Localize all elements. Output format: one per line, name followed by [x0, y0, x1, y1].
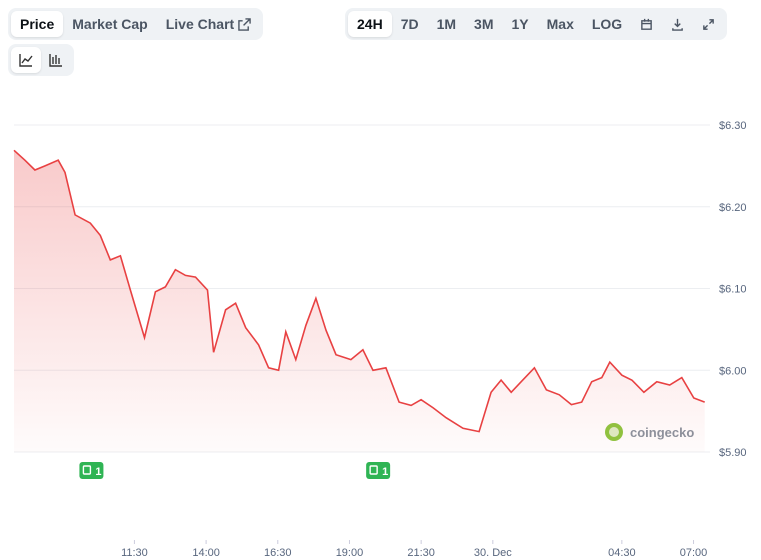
x-tick-label: 21:30	[407, 547, 435, 559]
tab-label: Price	[20, 16, 55, 32]
x-tick-label: 11:30	[121, 547, 148, 559]
watermark-logo-eye	[609, 427, 619, 437]
tab[interactable]: Live Chart	[157, 11, 260, 37]
y-tick-label: $6.20	[719, 202, 747, 214]
tab-group: Price Market Cap Live Chart	[8, 8, 264, 40]
range-button[interactable]: 1Y	[511, 16, 529, 32]
x-tick-label: 19:00	[336, 547, 364, 559]
range-button[interactable]: Max	[546, 16, 574, 32]
event-label: 1	[382, 466, 388, 478]
event-marker: 1	[79, 462, 104, 479]
range-button[interactable]: LOG	[591, 16, 623, 32]
range-button[interactable]: 24H	[348, 11, 392, 37]
line-chart-button[interactable]	[11, 47, 41, 73]
watermark: coingecko	[630, 425, 694, 440]
x-tick-label: 14:00	[192, 547, 220, 559]
x-tick-label: 16:30	[264, 547, 292, 559]
tool-button[interactable]	[631, 11, 662, 37]
event-badge	[79, 462, 104, 479]
range-button[interactable]: 1M	[436, 16, 457, 32]
line-icon	[19, 54, 33, 67]
watermark-logo	[605, 423, 623, 441]
chart-type-group	[8, 44, 74, 76]
price-area	[14, 150, 705, 453]
candle-icon	[49, 54, 62, 67]
icon	[641, 18, 653, 30]
y-tick-label: $5.90	[719, 447, 747, 459]
event-label: 1	[95, 466, 101, 478]
tab-label: Live Chart	[165, 16, 235, 32]
y-tick-label: $6.10	[719, 284, 747, 296]
tool-button[interactable]	[662, 11, 693, 37]
range-button[interactable]: 3M	[474, 16, 494, 32]
tab[interactable]: Market Cap	[63, 11, 156, 37]
tab[interactable]: Price	[11, 11, 64, 37]
tool-button[interactable]	[693, 11, 724, 37]
event-badge	[366, 462, 391, 479]
price-line	[13, 149, 705, 433]
x-tick-label: 04:30	[608, 547, 636, 559]
x-tick-label: 30. Dec	[474, 547, 512, 559]
range-button[interactable]: 7D	[400, 16, 419, 32]
icon	[703, 18, 715, 30]
event-marker: 1	[366, 462, 391, 479]
event-icon	[82, 465, 92, 475]
tab-label: Market Cap	[72, 16, 148, 32]
y-tick-label: $6.30	[719, 120, 747, 132]
range-group: 24H 7D 1M 3M 1Y Max LOG	[345, 8, 728, 40]
candle-chart-button[interactable]	[41, 47, 71, 73]
event-icon	[369, 465, 378, 475]
x-tick-label: 07:00	[680, 547, 708, 559]
y-tick-label: $6.00	[719, 365, 747, 377]
icon	[238, 17, 251, 31]
icon	[672, 18, 684, 31]
